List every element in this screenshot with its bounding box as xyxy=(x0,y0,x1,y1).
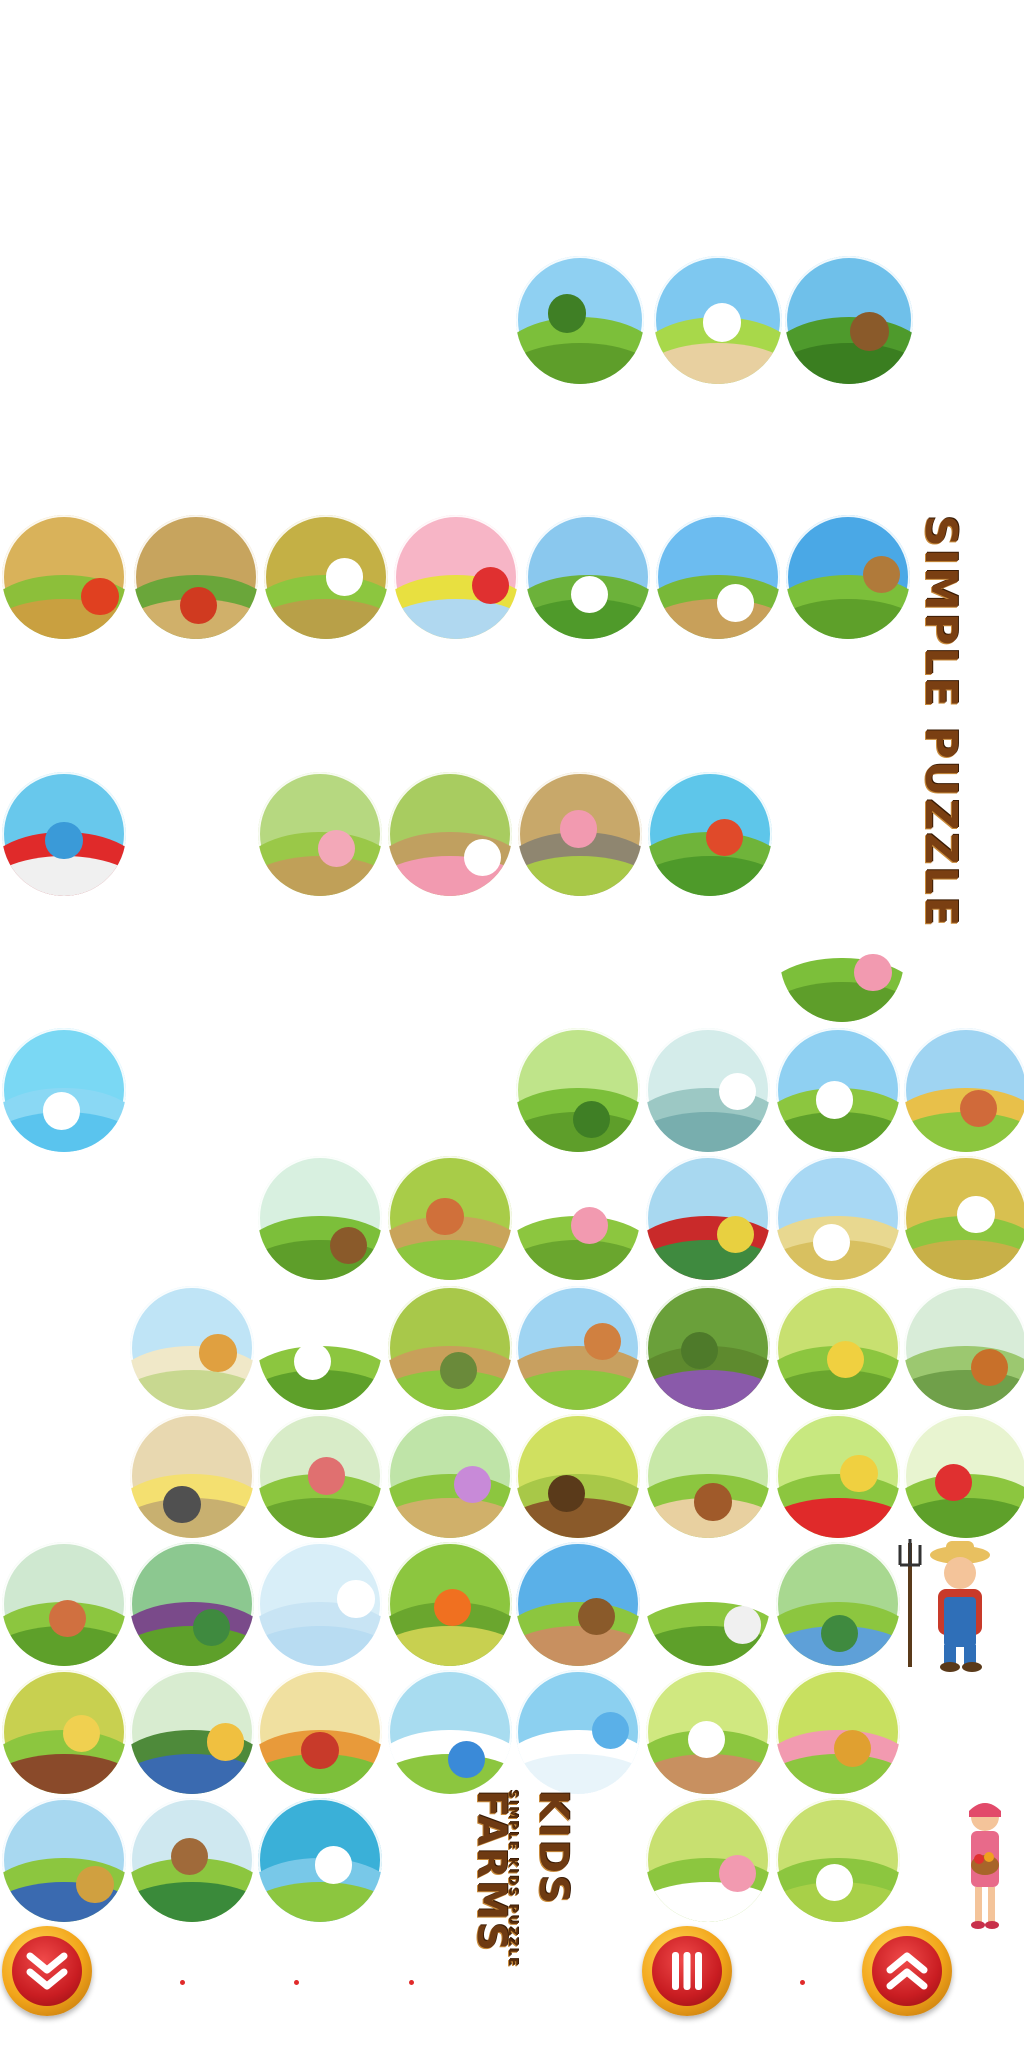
puzzle-tile-milk-bottle[interactable] xyxy=(516,1670,640,1794)
puzzle-tile-mole-field[interactable] xyxy=(388,1156,512,1280)
puzzle-tile-red-barn[interactable] xyxy=(646,1156,770,1280)
puzzle-tile-stump[interactable] xyxy=(516,1414,640,1538)
puzzle-tile-hobbit-house[interactable] xyxy=(646,1414,770,1538)
puzzle-tile-horse-field[interactable] xyxy=(786,515,910,639)
page-indicator-dot[interactable] xyxy=(409,1980,414,1985)
puzzle-tile-turkey-bird[interactable] xyxy=(388,1670,512,1794)
puzzle-tile-rabbit-goat[interactable] xyxy=(646,1542,770,1666)
puzzle-tile-hills-cloud[interactable] xyxy=(776,1028,900,1152)
puzzle-tile-pig-hill[interactable] xyxy=(780,898,904,1022)
previous-page-button[interactable] xyxy=(2,1926,92,2016)
puzzle-tile-tree-sky[interactable] xyxy=(516,256,644,384)
puzzle-tile-sheep-bench[interactable] xyxy=(646,1670,770,1794)
puzzle-tile-goat-cow[interactable] xyxy=(654,256,782,384)
kids-farms-logo-line1: KIDS xyxy=(530,1790,576,1906)
puzzle-tile-sky-blank[interactable] xyxy=(2,1028,126,1152)
puzzle-tile-white-rabbit[interactable] xyxy=(776,1798,900,1922)
puzzle-tile-sheep-field[interactable] xyxy=(904,1156,1024,1280)
double-chevron-up-icon xyxy=(886,1952,928,1990)
simple-puzzle-logo-text: SIMPLE PUZZLE xyxy=(915,515,966,929)
puzzle-tile-goose-pig-2[interactable] xyxy=(388,772,512,896)
kids-farms-logo: KIDS SIMPLE KIDS PUZZLE FARMS xyxy=(468,1790,598,2030)
puzzle-tile-pig-flowers[interactable] xyxy=(516,1156,640,1280)
puzzle-tile-stream-grass[interactable] xyxy=(776,1542,900,1666)
puzzle-tile-rooster-2[interactable] xyxy=(134,515,258,639)
simple-puzzle-logo: SIMPLE PUZZLE xyxy=(915,515,966,995)
puzzle-tile-rooster[interactable] xyxy=(2,515,126,639)
puzzle-tile-blue-house[interactable] xyxy=(130,1670,254,1794)
puzzle-tile-horse-lying[interactable] xyxy=(516,1542,640,1666)
puzzle-tile-tree-house[interactable] xyxy=(258,1156,382,1280)
puzzle-tile-crop-rows[interactable] xyxy=(388,1286,512,1410)
puzzle-tile-sheep-hill[interactable] xyxy=(258,1286,382,1410)
kids-farms-logo-line2: SIMPLE KIDS PUZZLE xyxy=(506,1790,520,1969)
puzzle-tile-orange-house[interactable] xyxy=(258,1670,382,1794)
three-bars-icon xyxy=(672,1952,702,1990)
puzzle-tile-pumpkins[interactable] xyxy=(388,1542,512,1666)
puzzle-tile-goose-pig[interactable] xyxy=(258,772,382,896)
puzzle-tile-vineyard[interactable] xyxy=(646,1286,770,1410)
puzzle-tile-pale-sky[interactable] xyxy=(258,1542,382,1666)
puzzle-tile-hay-sky[interactable] xyxy=(776,1156,900,1280)
farmer-woman-illustration xyxy=(969,1803,1001,1929)
puzzle-tile-bull[interactable] xyxy=(2,1670,126,1794)
next-page-button[interactable] xyxy=(862,1926,952,2016)
puzzle-tile-goat-barn[interactable] xyxy=(656,515,780,639)
puzzle-tile-chicken-field[interactable] xyxy=(264,515,388,639)
puzzle-tile-pine-tree[interactable] xyxy=(130,1798,254,1922)
puzzle-tile-horse-trees[interactable] xyxy=(785,256,913,384)
farmer-man-illustration xyxy=(898,1539,990,1672)
puzzle-tile-flower-path[interactable] xyxy=(388,1414,512,1538)
puzzle-tile-pear-tree[interactable] xyxy=(776,1286,900,1410)
puzzle-tile-village[interactable] xyxy=(516,1286,640,1410)
puzzle-tile-apple-bush[interactable] xyxy=(648,772,772,896)
puzzle-tile-green-field[interactable] xyxy=(258,1414,382,1538)
puzzle-tile-cow-face[interactable] xyxy=(646,1798,770,1922)
menu-button[interactable] xyxy=(642,1926,732,2016)
puzzle-tile-sky-savanna[interactable] xyxy=(130,1286,254,1410)
puzzle-tile-purple-house[interactable] xyxy=(130,1542,254,1666)
page-indicator-dot[interactable] xyxy=(180,1980,185,1985)
puzzle-tile-rainbow[interactable] xyxy=(2,772,126,896)
kids-farms-logo-line3: FARMS xyxy=(468,1790,514,1954)
puzzle-tile-donkey[interactable] xyxy=(518,772,642,896)
double-chevron-down-icon xyxy=(26,1952,68,1990)
page-indicator-dot[interactable] xyxy=(294,1980,299,1985)
puzzle-tile-house-porch[interactable] xyxy=(904,1286,1024,1410)
puzzle-tile-pig-beak[interactable] xyxy=(776,1670,900,1794)
puzzle-tile-barn-sheep[interactable] xyxy=(526,515,650,639)
page-indicator-dot[interactable] xyxy=(800,1980,805,1985)
puzzle-tile-mountains[interactable] xyxy=(646,1028,770,1152)
puzzle-tile-apple-basket[interactable] xyxy=(904,1414,1024,1538)
puzzle-tile-lake-sky[interactable] xyxy=(258,1798,382,1922)
puzzle-tile-grass-hill[interactable] xyxy=(516,1028,640,1152)
puzzle-tile-farmer-fork[interactable] xyxy=(2,1798,126,1922)
puzzle-tile-house-rainbow[interactable] xyxy=(776,1414,900,1538)
puzzle-tile-farmhouse[interactable] xyxy=(904,1028,1024,1152)
puzzle-tile-mushroom[interactable] xyxy=(394,515,518,639)
puzzle-tile-hill-tree[interactable] xyxy=(2,1542,126,1666)
puzzle-tile-ducks-cat[interactable] xyxy=(130,1414,254,1538)
